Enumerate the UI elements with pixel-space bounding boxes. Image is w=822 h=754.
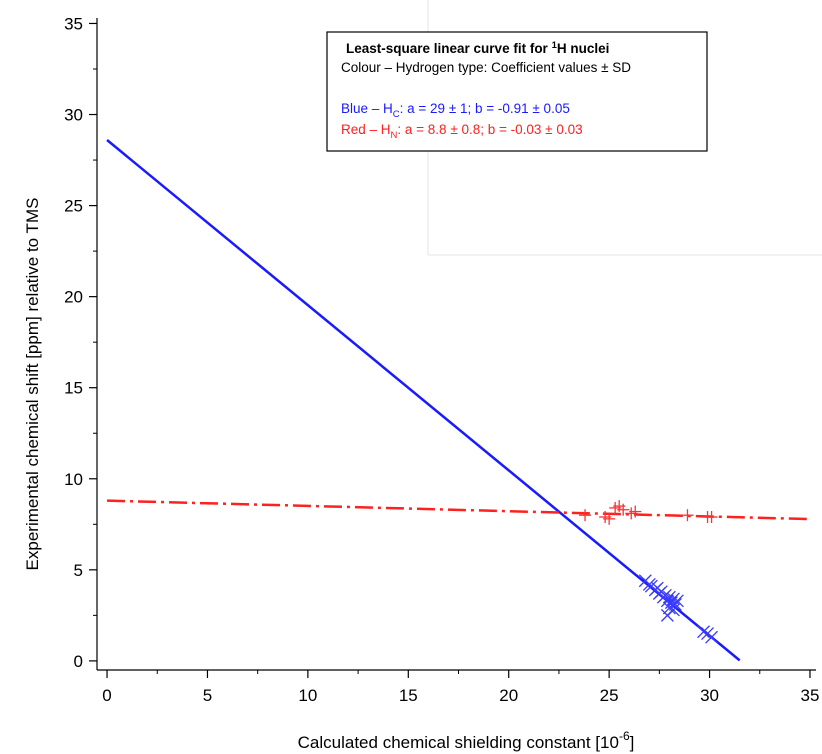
data-point-plus — [579, 509, 592, 522]
data-point-plus — [603, 512, 616, 525]
legend: Least-square linear curve fit for 1H nuc… — [326, 31, 708, 152]
legend-entry-red: Red – HN: a = 8.8 ± 0.8; b = -0.03 ± 0.0… — [341, 122, 583, 141]
y-tick-label: 10 — [64, 470, 83, 489]
x-tick-label: 15 — [399, 686, 418, 705]
axes: 0 5 10 15 20 25 30 35 0 5 10 15 20 25 30 35 — [64, 14, 819, 705]
series-red-points — [579, 500, 718, 525]
x-tick-label: 30 — [700, 686, 719, 705]
data-point-x — [660, 608, 674, 622]
legend-title: Least-square linear curve fit for 1H nuc… — [346, 40, 609, 56]
y-axis-title: Experimental chemical shift [ppm] relati… — [23, 198, 42, 571]
fit-line-red — [107, 499, 811, 521]
x-tick-label: 20 — [499, 686, 518, 705]
series-blue-points — [638, 574, 719, 644]
legend-entry-blue: Blue – HC: a = 29 ± 1; b = -0.91 ± 0.05 — [341, 101, 570, 120]
plot-area — [106, 139, 811, 662]
x-tick-label: 5 — [203, 686, 212, 705]
x-tick-label: 35 — [801, 686, 820, 705]
legend-box — [326, 31, 708, 152]
data-point-plus — [681, 509, 694, 522]
data-point-plus — [629, 505, 642, 518]
y-tick-label: 30 — [64, 106, 83, 125]
data-point-x — [705, 630, 719, 644]
y-tick-label: 20 — [64, 288, 83, 307]
x-axis-title: Calculated chemical shielding constant [… — [298, 729, 635, 752]
y-tick-label: 25 — [64, 197, 83, 216]
x-tick-label: 25 — [600, 686, 619, 705]
legend-subtitle: Colour – Hydrogen type: Coefficient valu… — [341, 60, 631, 75]
y-tick-label: 15 — [64, 379, 83, 398]
data-point-x — [697, 625, 710, 639]
y-tick-label: 5 — [74, 561, 83, 580]
x-tick-label: 0 — [102, 686, 111, 705]
x-tick-label: 10 — [298, 686, 317, 705]
data-point-x — [662, 601, 676, 615]
data-point-plus — [705, 511, 718, 524]
data-point-plus — [617, 503, 630, 516]
fit-line-blue — [106, 139, 741, 662]
y-tick-label: 0 — [74, 652, 83, 671]
y-tick-label: 35 — [64, 14, 83, 33]
